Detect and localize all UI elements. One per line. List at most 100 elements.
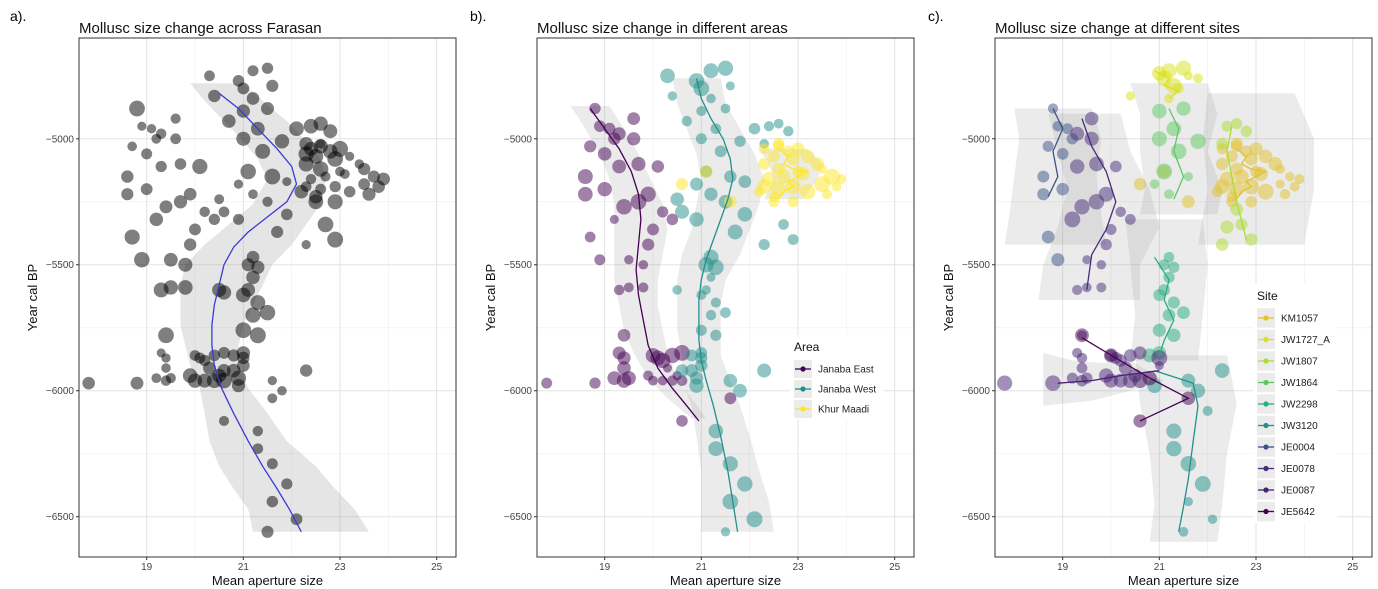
data-point [703, 63, 719, 79]
data-point [1166, 423, 1182, 439]
data-point [1289, 181, 1300, 192]
data-point [281, 208, 293, 221]
y-tick-label: −6500 [962, 512, 991, 523]
data-point [1076, 362, 1088, 374]
x-tick-label: 21 [1154, 562, 1166, 573]
data-point [657, 206, 669, 218]
data-point [1084, 111, 1099, 126]
data-point [233, 179, 244, 189]
data-point [1177, 306, 1190, 320]
x-tick-label: 19 [1057, 562, 1069, 573]
data-point [720, 103, 731, 114]
data-point [672, 285, 682, 295]
data-point [245, 307, 261, 323]
data-point [705, 309, 717, 321]
data-point [707, 259, 724, 276]
y-tick-label: −6000 [46, 386, 75, 397]
data-point [1190, 133, 1206, 150]
legend-label: JW1864 [1281, 378, 1318, 389]
data-point [734, 135, 746, 147]
legend-key-point [1263, 465, 1269, 472]
data-point [1235, 218, 1248, 231]
data-point [1249, 142, 1263, 156]
data-point [1037, 170, 1050, 183]
data-point [1207, 514, 1218, 524]
data-point [617, 328, 631, 342]
data-point [289, 121, 304, 137]
data-point [1220, 220, 1234, 234]
legend-label: Janaba East [818, 365, 874, 376]
data-point [1152, 103, 1167, 119]
data-point [831, 181, 842, 192]
legend-key-point [800, 386, 806, 392]
data-point [1056, 182, 1069, 196]
panel-label: a). [10, 8, 26, 24]
data-point [1202, 405, 1213, 416]
data-point [1151, 131, 1167, 147]
data-point [1076, 374, 1088, 387]
data-point [667, 91, 677, 101]
data-point [303, 118, 319, 134]
legend-label: JW1807 [1281, 357, 1318, 368]
data-point [264, 168, 281, 185]
data-point [1180, 455, 1197, 472]
data-point [161, 363, 171, 373]
data-point [178, 280, 193, 295]
data-point [262, 196, 273, 207]
data-point [1214, 363, 1230, 378]
chart-title: Mollusc size change in different areas [537, 20, 788, 37]
data-point [723, 373, 738, 388]
data-point [1123, 349, 1137, 362]
data-point [706, 272, 716, 282]
legend-item: Khur Maadi [794, 400, 869, 418]
data-point [627, 132, 641, 146]
legend-item: Janaba West [794, 380, 876, 398]
legend-label: JE0078 [1281, 464, 1315, 475]
data-point [1176, 101, 1191, 116]
data-point [1164, 189, 1174, 200]
data-point [1183, 496, 1193, 507]
y-tick-label: −5000 [46, 134, 75, 145]
data-point [134, 251, 150, 268]
data-point [997, 375, 1013, 391]
smooth-line [1236, 148, 1268, 200]
legend-label: JW2298 [1281, 400, 1318, 411]
data-point [1244, 233, 1258, 246]
data-point [1151, 350, 1168, 366]
data-point [1216, 137, 1229, 150]
data-point [1037, 188, 1050, 201]
data-point [320, 171, 331, 182]
data-point [1181, 373, 1196, 388]
legend-key-point [1263, 358, 1269, 364]
data-point [222, 114, 236, 128]
data-point [630, 193, 647, 210]
data-point [612, 127, 626, 141]
data-point [1178, 526, 1189, 537]
data-point [699, 165, 713, 178]
data-point [647, 223, 659, 236]
y-axis-label: Year cal BP [941, 264, 956, 331]
data-point [216, 285, 232, 300]
x-tick-label: 21 [696, 562, 708, 573]
data-point [642, 238, 655, 251]
data-point [327, 231, 344, 248]
legend-label: JE0087 [1281, 486, 1315, 497]
data-point [758, 157, 771, 171]
data-point [706, 93, 716, 104]
data-point [266, 495, 279, 508]
data-point [1230, 137, 1243, 150]
data-point [1181, 195, 1195, 209]
data-point [252, 443, 264, 454]
data-point [358, 178, 371, 191]
legend: Area Janaba East Janaba West Khur Maadi [790, 335, 884, 419]
data-point [733, 383, 747, 398]
data-point [208, 213, 220, 226]
data-point [616, 373, 632, 388]
data-point [327, 194, 343, 210]
data-point [1100, 238, 1112, 251]
data-point [301, 239, 311, 250]
x-tick-label: 25 [1347, 562, 1359, 573]
data-point [151, 373, 162, 384]
data-point [660, 68, 675, 84]
data-point [704, 187, 718, 201]
